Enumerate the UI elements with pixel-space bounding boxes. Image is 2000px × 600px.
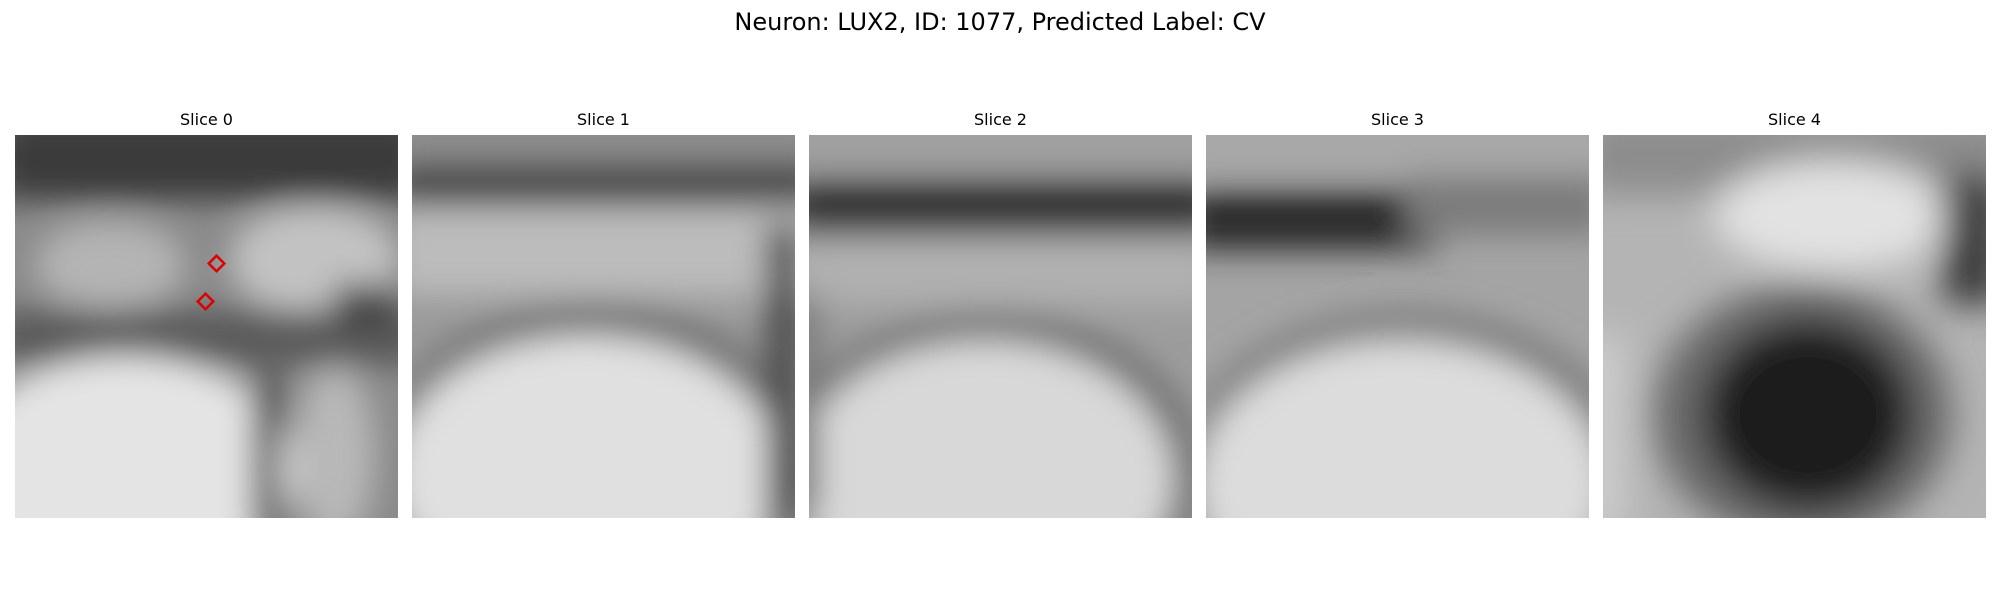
marker-point-1: [206, 253, 227, 274]
slice-image-3: [1206, 135, 1589, 518]
slice-panel-0: Slice 0: [15, 110, 398, 518]
slice-label-2: Slice 2: [974, 110, 1027, 129]
slice-panel-2: Slice 2: [809, 110, 1192, 518]
slice-image-4: [1603, 135, 1986, 518]
slice-label-0: Slice 0: [180, 110, 233, 129]
slice-panel-1: Slice 1: [412, 110, 795, 518]
figure-title: Neuron: LUX2, ID: 1077, Predicted Label:…: [734, 8, 1266, 36]
slice-label-4: Slice 4: [1768, 110, 1821, 129]
slice-panel-3: Slice 3: [1206, 110, 1589, 518]
slice-image-1: [412, 135, 795, 518]
slice-label-3: Slice 3: [1371, 110, 1424, 129]
marker-point-2: [195, 291, 216, 312]
slice-panel-4: Slice 4: [1603, 110, 1986, 518]
slice-label-1: Slice 1: [577, 110, 630, 129]
slice-image-2: [809, 135, 1192, 518]
slice-image-0: [15, 135, 398, 518]
